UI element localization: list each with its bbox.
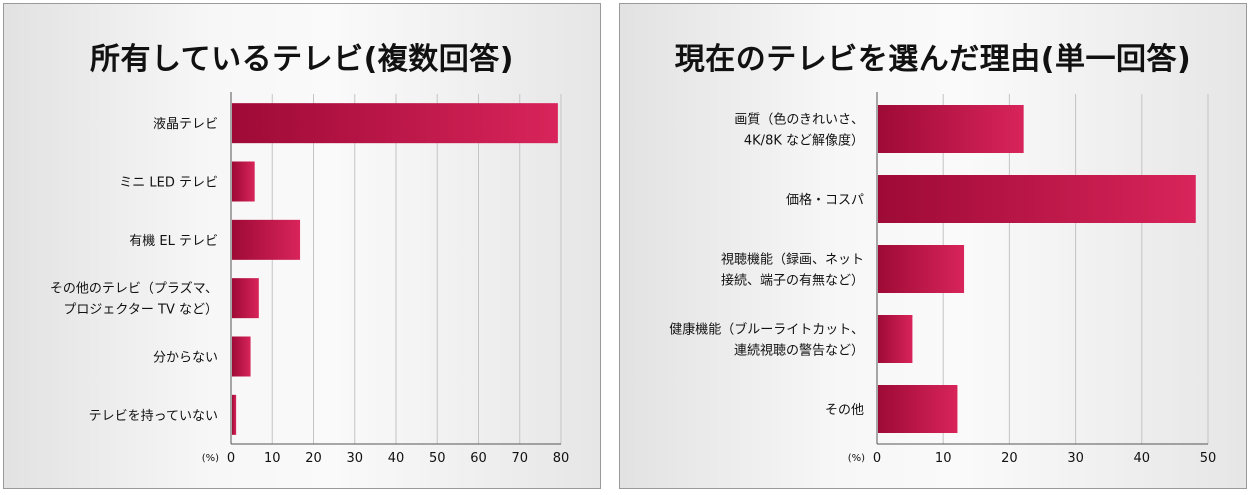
unit-label: (%) bbox=[848, 453, 865, 464]
bar-chart-purchase-reason: 0 10 20 30 40 50 (%) 画質（色のきれいさ、 4K/8K など解像度） 価格・コ… bbox=[669, 92, 1217, 466]
bar bbox=[232, 278, 259, 319]
chart-panel-right: 現在のテレビを選んだ理由(単一回答) 0 10 20 30 40 50 (%) 画質（色のきれ… bbox=[619, 3, 1247, 489]
chart-panel-left: 所有しているテレビ(複数回答) 0 10 20 30 40 50 60 70 80 (%) 液晶テレ… bbox=[3, 3, 601, 489]
category-label: 液晶テレビ bbox=[153, 117, 218, 132]
category-label: 画質（色のきれいさ、 bbox=[734, 112, 864, 128]
x-tick-label: 80 bbox=[553, 451, 570, 466]
bar bbox=[878, 105, 1024, 153]
x-tick-label: 70 bbox=[511, 451, 528, 466]
category-label: 価格・コスパ bbox=[786, 192, 864, 208]
chart-title: 所有しているテレビ(複数回答) bbox=[89, 42, 515, 77]
x-tick-label: 60 bbox=[470, 451, 487, 466]
category-label: 視聴機能（録画、ネット bbox=[721, 253, 864, 268]
bar bbox=[878, 315, 913, 363]
x-tick-label: 40 bbox=[1134, 451, 1151, 466]
bar bbox=[232, 336, 251, 377]
chart-title: 現在のテレビを選んだ理由(単一回答) bbox=[674, 42, 1192, 77]
category-label: テレビを持っていない bbox=[89, 409, 218, 424]
bar bbox=[878, 245, 965, 293]
category-label: 有機 EL テレビ bbox=[129, 234, 218, 249]
category-label: 接続、端子の有無など） bbox=[721, 273, 864, 289]
category-label: 連続視聴の警告など） bbox=[734, 343, 864, 359]
category-label: 分からない bbox=[153, 351, 218, 366]
x-tick-label: 0 bbox=[873, 451, 881, 466]
unit-label: (%) bbox=[202, 453, 219, 464]
bar bbox=[232, 394, 237, 435]
x-tick-label: 30 bbox=[346, 451, 363, 466]
x-tick-label: 30 bbox=[1067, 451, 1084, 466]
x-tick-label: 10 bbox=[264, 451, 281, 466]
category-label: ミニ LED テレビ bbox=[119, 176, 218, 191]
category-label: その他のテレビ（プラズマ、 bbox=[50, 281, 218, 297]
x-tick-label: 10 bbox=[935, 451, 952, 466]
x-tick-label: 20 bbox=[305, 451, 322, 466]
x-tick-label: 40 bbox=[388, 451, 405, 466]
bar bbox=[232, 161, 255, 202]
bar bbox=[878, 385, 958, 433]
x-tick-label: 0 bbox=[227, 451, 235, 466]
category-label: その他 bbox=[825, 403, 864, 418]
bar bbox=[232, 103, 558, 144]
bar bbox=[878, 175, 1196, 223]
x-tick-label: 50 bbox=[1200, 451, 1217, 466]
category-label: プロジェクター TV など） bbox=[63, 303, 218, 318]
category-label: 4K/8K など解像度） bbox=[744, 133, 864, 149]
x-tick-label: 20 bbox=[1001, 451, 1018, 466]
category-label: 健康機能（ブルーライトカット、 bbox=[669, 322, 864, 338]
x-tick-label: 50 bbox=[429, 451, 446, 466]
bar bbox=[232, 219, 301, 260]
